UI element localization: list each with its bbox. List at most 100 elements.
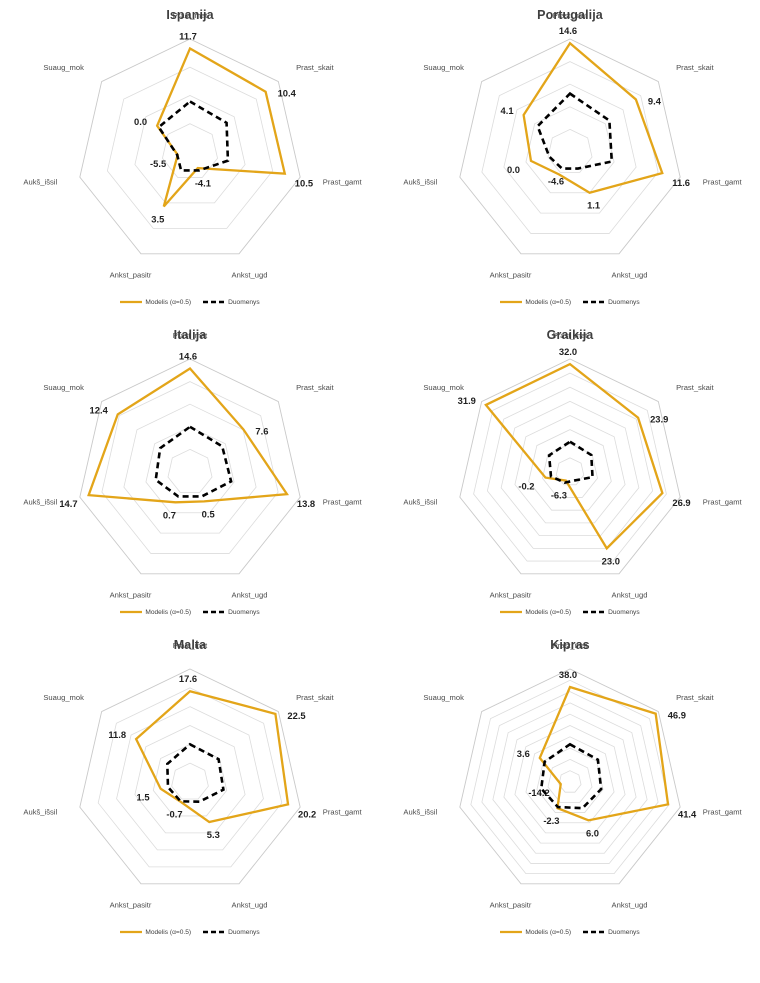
legend-swatch-data-icon — [583, 610, 606, 614]
legend-label-data: Duomenys — [228, 928, 260, 936]
value-label: 11.7 — [179, 31, 197, 42]
axis-label-prast_gamt: Prast_gamt — [323, 498, 363, 507]
axis-label-aukš_išsil: Aukš_išsil — [23, 498, 57, 507]
legend-item-data: Duomenys — [203, 608, 260, 616]
value-label: 14.7 — [59, 498, 77, 509]
value-label: 6.0 — [586, 827, 599, 838]
axis-label-ankst_ugd: Ankst_ugd — [232, 590, 268, 599]
chart-legend: Modelis (α=0.5) Duomenys — [0, 608, 380, 616]
radar-panel-italija: Italija Prast_mat Prast_skait Prast_gamt An… — [0, 320, 380, 630]
axis-label-aukš_išsil: Aukš_išsil — [23, 808, 57, 817]
axis-label-ankst_pasitr: Ankst_pasitr — [490, 590, 532, 599]
legend-swatch-data-icon — [583, 300, 606, 304]
axis-label-ankst_ugd: Ankst_ugd — [612, 900, 648, 909]
value-label: 26.9 — [672, 497, 690, 508]
value-label: 12.4 — [90, 404, 109, 415]
legend-item-data: Duomenys — [583, 608, 640, 616]
legend-item-data: Duomenys — [203, 298, 260, 306]
value-label: -2.3 — [543, 815, 559, 826]
value-label: 11.6 — [672, 177, 690, 188]
value-label: 14.6 — [179, 351, 197, 362]
axis-label-ankst_pasitr: Ankst_pasitr — [110, 270, 152, 279]
axis-label-prast_skait: Prast_skait — [676, 383, 714, 392]
value-label: 11.8 — [108, 729, 126, 740]
legend-item-model: Modelis (α=0.5) — [500, 608, 571, 616]
axis-label-aukš_išsil: Aukš_išsil — [403, 808, 437, 817]
axis-label-prast_skait: Prast_skait — [676, 63, 714, 72]
panel-title: Malta — [173, 638, 207, 652]
value-label: 0.0 — [507, 164, 520, 175]
legend-swatch-model-icon — [500, 610, 523, 614]
value-label: -4.6 — [548, 176, 564, 187]
value-label: -14.2 — [528, 787, 549, 798]
legend-label-data: Duomenys — [608, 608, 640, 616]
axis-label-prast_mat: Prast_mat — [173, 11, 208, 20]
axis-label-suaug_mok: Suaug_mok — [423, 63, 464, 72]
radar-panel-kipras: Kipras Prast_mat Prast_skait Prast_gamt Ank… — [380, 630, 760, 950]
legend-item-model: Modelis (α=0.5) — [500, 298, 571, 306]
value-label: 7.6 — [255, 425, 268, 436]
panel-title: Ispanija — [166, 8, 214, 22]
radar-panel-graikija: Graikija Prast_mat Prast_skait Prast_gamt A… — [380, 320, 760, 630]
value-label: 4.1 — [501, 105, 514, 116]
axis-label-suaug_mok: Suaug_mok — [43, 693, 84, 702]
chart-legend: Modelis (α=0.5) Duomenys — [380, 298, 760, 306]
axis-label-prast_mat: Prast_mat — [553, 641, 588, 650]
value-label: 1.1 — [587, 200, 600, 211]
value-label: 5.3 — [207, 829, 220, 840]
value-label: 23.0 — [602, 555, 620, 566]
axis-label-prast_skait: Prast_skait — [676, 693, 714, 702]
axis-label-suaug_mok: Suaug_mok — [423, 693, 464, 702]
legend-label-data: Duomenys — [608, 928, 640, 936]
legend-item-model: Modelis (α=0.5) — [120, 928, 191, 936]
legend-label-data: Duomenys — [228, 608, 260, 616]
value-label: 13.8 — [297, 498, 315, 509]
axis-label-prast_gamt: Prast_gamt — [703, 498, 743, 507]
legend-item-data: Duomenys — [203, 928, 260, 936]
value-label: 20.2 — [298, 808, 316, 819]
value-label: 0.0 — [134, 116, 147, 127]
axis-label-ankst_ugd: Ankst_ugd — [612, 270, 648, 279]
axis-label-prast_mat: Prast_mat — [173, 641, 208, 650]
value-label: 14.6 — [559, 25, 577, 36]
value-label: 38.0 — [559, 669, 577, 680]
axis-label-prast_mat: Prast_mat — [553, 11, 588, 20]
chart-legend: Modelis (α=0.5) Duomenys — [380, 608, 760, 616]
axis-label-ankst_pasitr: Ankst_pasitr — [490, 900, 532, 909]
legend-item-data: Duomenys — [583, 928, 640, 936]
value-label: 1.5 — [137, 792, 150, 803]
legend-label-data: Duomenys — [608, 298, 640, 306]
legend-swatch-data-icon — [583, 930, 606, 934]
radar-plot: Prast_mat Prast_skait Prast_gamt Ankst_ugd A… — [0, 630, 380, 950]
legend-item-data: Duomenys — [583, 298, 640, 306]
value-label: 9.4 — [648, 96, 662, 107]
axis-label-aukš_išsil: Aukš_išsil — [23, 178, 57, 187]
value-label: 31.9 — [458, 395, 476, 406]
value-label: 41.4 — [678, 808, 697, 819]
value-label: -0.7 — [166, 809, 182, 820]
axis-label-prast_gamt: Prast_gamt — [703, 808, 743, 817]
axis-label-prast_skait: Prast_skait — [296, 693, 334, 702]
legend-swatch-model-icon — [500, 300, 523, 304]
legend-label-model: Modelis (α=0.5) — [525, 298, 572, 306]
value-label: -6.3 — [551, 490, 567, 501]
axis-label-ankst_pasitr: Ankst_pasitr — [110, 900, 152, 909]
chart-legend: Modelis (α=0.5) Duomenys — [0, 298, 380, 306]
legend-swatch-model-icon — [120, 930, 143, 934]
axis-label-aukš_išsil: Aukš_išsil — [403, 498, 437, 507]
axis-label-prast_skait: Prast_skait — [296, 383, 334, 392]
panel-title: Graikija — [546, 328, 594, 342]
value-label: 10.5 — [295, 178, 313, 189]
chart-legend: Modelis (α=0.5) Duomenys — [380, 928, 760, 936]
radar-plot: Prast_mat Prast_skait Prast_gamt Ankst_ugd A… — [0, 0, 380, 320]
radar-plot: Prast_mat Prast_skait Prast_gamt Ankst_ugd A… — [380, 0, 760, 320]
chart-legend: Modelis (α=0.5) Duomenys — [0, 928, 380, 936]
axis-label-ankst_pasitr: Ankst_pasitr — [110, 590, 152, 599]
axis-label-suaug_mok: Suaug_mok — [43, 383, 84, 392]
legend-item-model: Modelis (α=0.5) — [120, 298, 191, 306]
panel-title: Portugalija — [537, 8, 603, 22]
legend-label-model: Modelis (α=0.5) — [525, 608, 572, 616]
value-label: -4.1 — [195, 178, 211, 189]
axis-label-ankst_ugd: Ankst_ugd — [612, 590, 648, 599]
legend-swatch-data-icon — [203, 300, 226, 304]
